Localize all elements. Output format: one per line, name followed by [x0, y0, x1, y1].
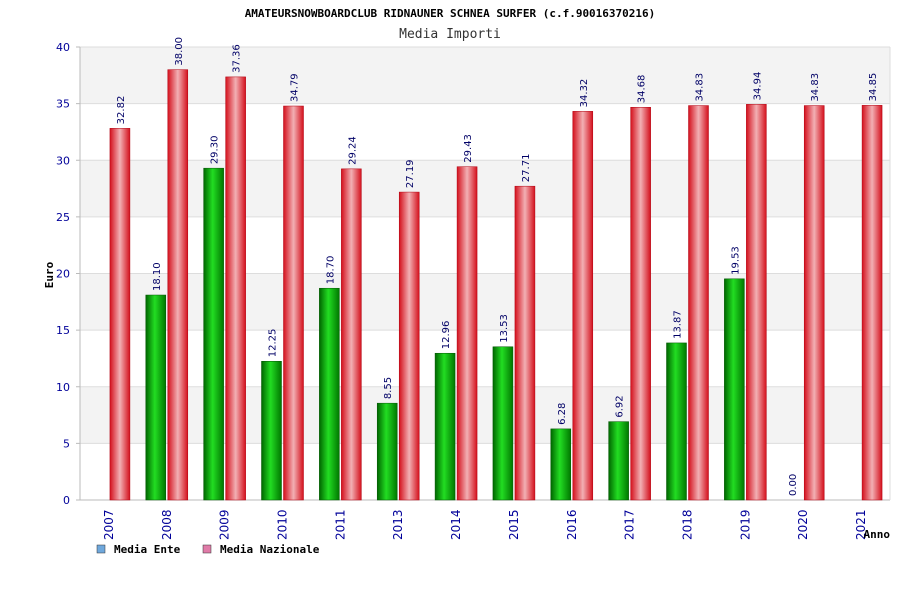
plot-band — [80, 160, 890, 217]
legend-swatch-media-ente — [96, 544, 106, 554]
data-label-media-nazionale-2016: 34.32 — [579, 79, 590, 108]
x-tick-label-2009: 2009 — [218, 509, 232, 540]
bars — [109, 69, 883, 501]
chart-title: AMATEURSNOWBOARDCLUB RIDNAUNER SCHNEA SU… — [245, 7, 656, 20]
x-tick-label-2020: 2020 — [796, 509, 810, 540]
data-label-media-nazionale-2021: 34.85 — [868, 73, 879, 102]
x-tick-label-2018: 2018 — [681, 509, 695, 540]
bar-media-ente-2017 — [608, 421, 629, 501]
data-label-media-nazionale-2010: 34.79 — [290, 73, 301, 102]
y-tick-label: 35 — [56, 98, 70, 111]
data-label-media-ente-2008: 18.10 — [152, 262, 163, 291]
bar-media-nazionale-2015 — [514, 185, 536, 501]
data-label-media-ente-2011: 18.70 — [325, 256, 336, 285]
data-label-media-nazionale-2007: 32.82 — [116, 96, 127, 125]
plot-band — [80, 443, 890, 500]
data-label-media-ente-2010: 12.25 — [268, 329, 279, 358]
bar-media-nazionale-2018 — [688, 105, 709, 501]
bar-media-ente-2009 — [203, 167, 224, 501]
x-tick-label-2016: 2016 — [565, 509, 579, 540]
x-tick-label-2015: 2015 — [507, 509, 521, 540]
bar-media-nazionale-2020 — [803, 105, 825, 501]
data-label-media-ente-2015: 13.53 — [499, 314, 510, 343]
data-label-media-ente-2018: 13.87 — [673, 310, 684, 339]
plot-band — [80, 216, 890, 274]
data-label-media-nazionale-2019: 34.94 — [752, 72, 763, 101]
data-labels: 32.82 18.10 38.00 29.30 37.36 12.25 34.79 18.70… — [116, 37, 879, 496]
bar-media-ente-2013 — [376, 402, 398, 501]
bar-media-nazionale-2008 — [167, 69, 189, 501]
x-tick-label-2010: 2010 — [276, 509, 290, 540]
plot-band — [80, 47, 890, 104]
x-tick-label-2007: 2007 — [102, 509, 116, 540]
legend: Media Ente Media Nazionale — [96, 543, 320, 556]
data-label-media-nazionale-2009: 37.36 — [232, 44, 243, 73]
bar-media-nazionale-2019 — [746, 104, 767, 501]
bar-media-ente-2010 — [261, 361, 282, 501]
data-label-media-nazionale-2015: 27.71 — [521, 154, 532, 183]
bar-media-nazionale-2011 — [341, 168, 362, 501]
data-label-media-nazionale-2017: 34.68 — [637, 75, 648, 104]
bar-media-ente-2008 — [145, 294, 167, 501]
data-label-media-ente-2014: 12.96 — [441, 321, 452, 350]
x-tick-label-2013: 2013 — [391, 509, 405, 540]
x-tick-label-2008: 2008 — [160, 509, 174, 540]
bar-media-ente-2019 — [724, 278, 745, 501]
bar-media-ente-2018 — [666, 342, 687, 501]
bar-media-nazionale-2016 — [572, 111, 594, 501]
legend-label-media-nazionale: Media Nazionale — [220, 543, 320, 556]
legend-swatch-media-nazionale — [202, 544, 212, 554]
data-label-media-ente-2020: 0.00 — [788, 474, 799, 496]
y-tick-label: 20 — [56, 268, 70, 281]
data-label-media-nazionale-2011: 29.24 — [347, 136, 358, 165]
data-label-media-nazionale-2013: 27.19 — [405, 159, 416, 188]
y-axis-label: Euro — [43, 261, 56, 288]
plot-band — [80, 386, 890, 444]
plot-band — [80, 103, 890, 161]
bar-media-ente-2011 — [319, 287, 340, 501]
plot-band — [80, 273, 890, 331]
y-tick-label: 15 — [56, 324, 70, 337]
bar-media-nazionale-2017 — [630, 106, 651, 501]
data-label-media-ente-2016: 6.28 — [557, 403, 568, 425]
y-tick-label: 10 — [56, 381, 70, 394]
bar-media-nazionale-2021 — [861, 105, 883, 501]
y-tick-label: 0 — [63, 494, 70, 507]
chart-subtitle: Media Importi — [399, 27, 501, 42]
data-label-media-nazionale-2018: 34.83 — [695, 73, 706, 102]
tick-labels: 0 5 10 15 20 25 30 35 40 2007 2008 2009 2010 2011 2013… — [56, 41, 868, 540]
data-label-media-ente-2019: 19.53 — [730, 246, 741, 275]
data-label-media-nazionale-2008: 38.00 — [174, 37, 185, 66]
data-label-media-ente-2009: 29.30 — [210, 136, 221, 165]
y-tick-label: 5 — [63, 437, 70, 450]
data-label-media-ente-2017: 6.92 — [615, 395, 626, 417]
data-label-media-nazionale-2014: 29.43 — [463, 134, 474, 163]
bar-media-ente-2014 — [434, 352, 456, 501]
bar-media-ente-2016 — [550, 428, 572, 501]
bar-media-nazionale-2007 — [109, 128, 131, 501]
bar-media-nazionale-2010 — [283, 105, 304, 501]
bar-media-nazionale-2013 — [398, 191, 420, 501]
x-tick-label-2017: 2017 — [623, 509, 637, 540]
data-label-media-ente-2013: 8.55 — [383, 377, 394, 399]
x-tick-label-2014: 2014 — [449, 509, 463, 540]
x-axis-label: Anno — [864, 528, 891, 541]
plot-band — [80, 330, 890, 387]
data-label-media-nazionale-2020: 34.83 — [810, 73, 821, 102]
y-tick-label: 40 — [56, 41, 70, 54]
x-tick-label-2011: 2011 — [333, 509, 347, 540]
y-tick-label: 25 — [56, 211, 70, 224]
y-tick-label: 30 — [56, 154, 70, 167]
x-tick-label-2019: 2019 — [738, 509, 752, 540]
bar-media-ente-2015 — [492, 346, 514, 501]
bar-media-nazionale-2014 — [456, 166, 478, 501]
legend-label-media-ente: Media Ente — [114, 543, 181, 556]
x-tick-label-2021: 2021 — [854, 509, 868, 540]
bar-media-nazionale-2009 — [225, 76, 246, 501]
